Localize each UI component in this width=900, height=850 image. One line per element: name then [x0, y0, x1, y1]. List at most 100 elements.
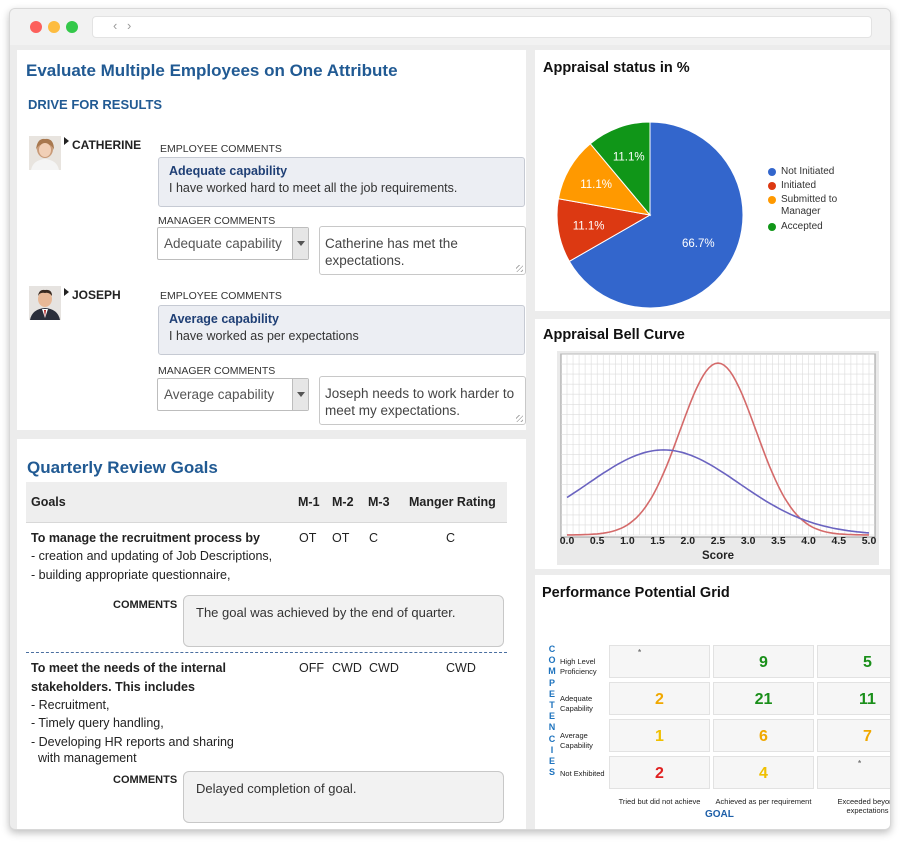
x-tick-label: 2.5 — [711, 535, 726, 547]
bell-series-line — [566, 449, 870, 534]
row-label: Average Capability — [560, 731, 593, 750]
legend-item: Not Initiated — [781, 166, 835, 177]
comments-label: COMMENTS — [113, 774, 178, 786]
employee-capability: Adequate capability — [169, 164, 288, 178]
employee-comment-box: Adequate capability I have worked hard t… — [158, 157, 525, 207]
legend-item: Initiated — [781, 180, 817, 191]
y-axis-title-letter: O — [548, 655, 556, 666]
manager-rating-value: Average capability — [164, 387, 275, 402]
chevron-down-icon[interactable] — [292, 379, 308, 410]
y-axis-title-letter: E — [548, 711, 555, 722]
chevron-down-icon[interactable] — [292, 228, 308, 259]
goal-item: - Recruitment, — [31, 698, 110, 712]
grid-title: Performance Potential Grid — [542, 585, 730, 601]
goal-item: with management — [31, 751, 137, 765]
legend-item: Accepted — [781, 221, 823, 232]
flag-icon — [64, 288, 69, 296]
bell-title: Appraisal Bell Curve — [543, 327, 685, 343]
close-window-button[interactable] — [30, 21, 42, 33]
bell-series-line — [567, 362, 869, 536]
x-tick-label: 4.5 — [831, 535, 846, 547]
grid-cell: 5 — [817, 645, 890, 678]
goals-title: Quarterly Review Goals — [27, 458, 218, 477]
x-tick-label: 2.0 — [680, 535, 695, 547]
y-axis-title-letter: E — [548, 688, 555, 699]
y-axis-title-letter: S — [548, 767, 555, 778]
browser-titlebar: ‹ › — [10, 9, 890, 45]
y-axis-title-letter: E — [548, 756, 555, 766]
goal-title: To meet the needs of the internal — [31, 661, 226, 675]
grid-cell: 1 — [609, 719, 710, 752]
manager-comments-label: MANAGER COMMENTS — [158, 215, 276, 227]
x-tick-label: 3.5 — [771, 535, 786, 547]
x-axis-label: Score — [702, 550, 734, 562]
pie-slice-label: 11.1% — [613, 151, 645, 163]
goals-panel: Quarterly Review Goals Goals M-1 M-2 M-3… — [17, 439, 526, 829]
employee-comment: I have worked hard to meet all the job r… — [169, 181, 458, 195]
goal-item: - Developing HR reports and sharing — [31, 735, 234, 749]
column-label: Tried but did not achieve — [618, 797, 701, 806]
row-divider — [26, 652, 507, 653]
pie-slice — [589, 121, 651, 217]
employee-capability: Average capability — [169, 312, 280, 326]
resize-handle-icon[interactable] — [516, 265, 523, 272]
bell-chart: 0.0 0.5 1.0 1.5 2.0 2.5 3.0 3.5 4.0 4.5 5.0 Score — [557, 351, 879, 565]
column-label: Exceeded beyond expectations — [837, 797, 890, 815]
pie-slice — [557, 143, 652, 216]
evaluation-title: Evaluate Multiple Employees on One Attri… — [26, 61, 398, 80]
x-tick-label: 4.0 — [801, 535, 816, 547]
cell-rating: C — [446, 531, 456, 545]
manager-rating-select[interactable]: Adequate capability — [157, 227, 309, 260]
cell-rating: CWD — [446, 661, 476, 675]
grid-cell: 4 — [713, 756, 814, 789]
employee-comment-box: Average capability I have worked as per … — [158, 305, 525, 355]
employee-comment: I have worked as per expectations — [169, 329, 359, 343]
grid-cell: * — [817, 756, 890, 789]
resize-handle-icon[interactable] — [516, 415, 523, 422]
maximize-window-button[interactable] — [66, 21, 78, 33]
x-tick-label: 0.5 — [590, 535, 605, 547]
header-goals: Goals — [31, 495, 66, 509]
goal-item: - building appropriate questionnaire, — [31, 568, 231, 582]
grid-cell: * — [609, 645, 710, 678]
x-tick-label: 1.0 — [620, 535, 635, 547]
grid-cell: 21 — [713, 682, 814, 715]
manager-rating-select[interactable]: Average capability — [157, 378, 309, 411]
pie-chart: 66.7% 11.1% 11.1% 11.1% — [556, 121, 744, 309]
manager-comment-text: Catherine has met the expectations. — [325, 236, 458, 268]
y-axis-title-letter: P — [548, 677, 555, 688]
manager-comment-field[interactable]: Catherine has met the expectations. — [319, 226, 526, 275]
pie-title: Appraisal status in % — [543, 60, 690, 76]
x-tick-label: 0.0 — [560, 535, 575, 547]
manager-comments-label: MANAGER COMMENTS — [158, 365, 276, 377]
cell-m3: C — [369, 531, 379, 545]
attribute-title: DRIVE FOR RESULTS — [28, 97, 163, 112]
goal-title: stakeholders. This includes — [31, 680, 195, 694]
bell-curve-panel: Appraisal Bell Curve 0.0 0.5 1.0 1.5 2.0 2.5 3… — [535, 319, 890, 569]
manager-comment-field[interactable]: Joseph needs to work harder to meet my e… — [319, 376, 526, 425]
y-axis-title-letter: C — [548, 644, 556, 654]
cell-m2: CWD — [332, 661, 362, 675]
browser-window: ‹ › Evaluate Multiple Employees on One A… — [9, 8, 891, 830]
goals-table-header: Goals M-1 M-2 M-3 Manger Rating — [26, 482, 507, 523]
y-axis-title-letter: I — [550, 744, 554, 755]
avatar-catherine — [29, 136, 61, 170]
goal-comment: Delayed completion of goal. — [183, 771, 504, 823]
legend-marker — [768, 223, 776, 231]
cell-m1: OFF — [299, 661, 324, 675]
grid-cell: 11 — [817, 682, 890, 715]
address-bar[interactable]: ‹ › — [92, 16, 872, 38]
x-tick-label: 5.0 — [862, 535, 877, 547]
pie-slice-label: 66.7% — [682, 238, 715, 250]
comments-label: COMMENTS — [113, 599, 178, 611]
row-label: Adequate Capability — [560, 694, 593, 713]
x-tick-label: 1.5 — [650, 535, 665, 547]
pie-slice — [568, 121, 744, 309]
minimize-window-button[interactable] — [48, 21, 60, 33]
cell-m1: OT — [299, 531, 317, 545]
header-m3: M-3 — [368, 495, 390, 509]
grid-cell: 2 — [609, 682, 710, 715]
back-forward-icon[interactable]: ‹ › — [113, 18, 135, 33]
avatar-joseph — [29, 286, 61, 320]
